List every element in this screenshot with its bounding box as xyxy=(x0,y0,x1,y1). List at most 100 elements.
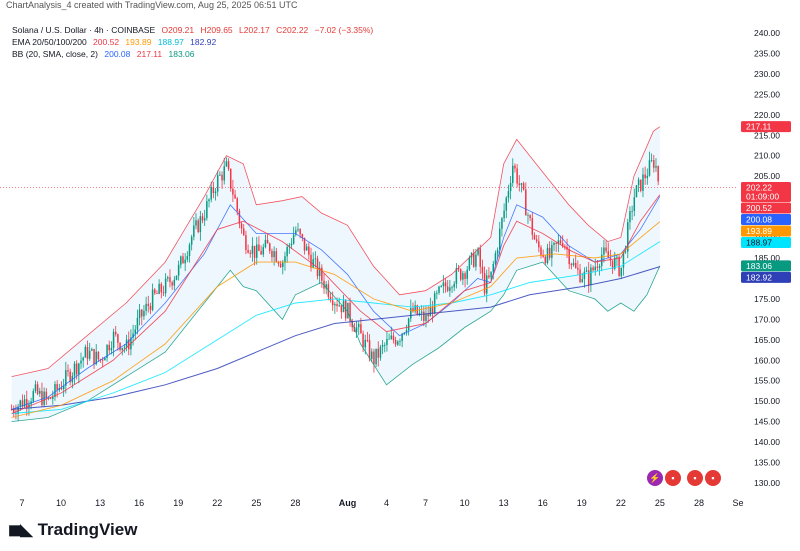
candle-body xyxy=(62,385,65,390)
candle-body xyxy=(325,284,327,289)
ema50-value: 193.89 xyxy=(125,37,152,47)
candle-body xyxy=(210,187,212,200)
candle-body xyxy=(36,384,39,394)
candle-body xyxy=(349,302,351,322)
candle-body xyxy=(483,273,486,294)
y-tick-label: 235.00 xyxy=(754,48,780,58)
candle-body xyxy=(197,220,199,233)
indicator-lines xyxy=(11,126,661,422)
candle-body xyxy=(581,279,583,282)
logo-text: TradingView xyxy=(37,520,138,539)
candle-body xyxy=(464,273,466,279)
ema200-line xyxy=(11,266,661,410)
candle-body xyxy=(522,183,525,190)
candle-body xyxy=(86,346,89,359)
candle-body xyxy=(535,239,538,242)
candle-body xyxy=(223,166,225,181)
flag-event-icon-3[interactable]: ▪ xyxy=(705,470,721,486)
time-axis[interactable]: 7 10 13 16 19 22 25 28 Aug 4 7 10 13 16 19 22 25 28 Se xyxy=(19,498,743,508)
candle-body xyxy=(557,240,560,244)
candle-body xyxy=(288,245,291,247)
price-label-bg xyxy=(741,271,791,283)
candle-body xyxy=(303,237,306,251)
candle-body xyxy=(446,286,449,291)
flag-event-icon-1[interactable]: ▪ xyxy=(665,470,681,486)
candle-body xyxy=(271,250,273,258)
x-tick-label: 28 xyxy=(290,498,300,508)
price-label-text: 217.11 xyxy=(746,122,772,132)
candle-body xyxy=(45,391,48,399)
candle-body xyxy=(229,168,232,189)
ema50-line xyxy=(11,221,661,418)
candle-body xyxy=(598,266,601,268)
candle-body xyxy=(379,346,382,358)
tradingview-logo-icon: ◼◣ xyxy=(8,522,33,539)
candle-body xyxy=(397,341,399,345)
candle-body xyxy=(355,327,358,332)
candle-body xyxy=(516,168,518,184)
candle-body xyxy=(442,282,445,287)
lightning-event-icon[interactable]: ⚡ xyxy=(647,470,663,486)
symbol-name[interactable]: Solana / U.S. Dollar · 4h · COINBASE xyxy=(12,25,156,35)
candle-body xyxy=(514,165,516,169)
candle-body xyxy=(60,387,63,390)
y-tick-label: 140.00 xyxy=(754,437,780,447)
candle-body xyxy=(136,317,139,330)
ema20-line xyxy=(11,194,661,414)
y-tick-label: 205.00 xyxy=(754,171,780,181)
candle-body xyxy=(485,275,488,294)
candles xyxy=(10,151,659,422)
candle-body xyxy=(112,331,115,349)
candle-body xyxy=(564,245,566,247)
y-tick-label: 225.00 xyxy=(754,89,780,99)
candle-body xyxy=(275,251,278,263)
candle-body xyxy=(292,234,295,244)
x-tick-label: 22 xyxy=(616,498,626,508)
candle-body xyxy=(167,277,169,279)
candle-body xyxy=(121,347,123,350)
candle-body xyxy=(249,252,252,254)
price-label-bg xyxy=(741,202,791,214)
candle-body xyxy=(635,185,638,198)
price-axis[interactable]: 240.00 235.00 230.00 225.00 220.00 215.00 210.… xyxy=(754,28,780,488)
tradingview-logo[interactable]: ◼◣ TradingView xyxy=(8,520,137,540)
price-label-bg xyxy=(741,260,791,272)
candle-body xyxy=(410,308,412,319)
candle-body xyxy=(551,244,553,258)
candle-body xyxy=(258,244,260,251)
candle-body xyxy=(232,188,234,195)
legend-bb-row[interactable]: BB (20, SMA, close, 2) 200.08 217.11 183… xyxy=(12,48,377,60)
candle-body xyxy=(438,286,440,293)
price-label-countdown: 01:09:00 xyxy=(746,192,779,202)
candle-body xyxy=(114,331,117,335)
candle-body xyxy=(264,239,267,248)
candle-body xyxy=(390,335,393,339)
candle-body xyxy=(366,339,369,341)
y-tick-label: 240.00 xyxy=(754,28,780,38)
candle-body xyxy=(84,346,87,358)
y-tick-label: 220.00 xyxy=(754,110,780,120)
candle-body xyxy=(245,235,247,251)
candle-body xyxy=(23,399,26,407)
candle-body xyxy=(247,250,249,253)
candle-body xyxy=(88,350,91,359)
candle-body xyxy=(279,263,282,268)
candle-body xyxy=(509,182,512,192)
legend-ema-row[interactable]: EMA 20/50/100/200 200.52 193.89 188.97 1… xyxy=(12,36,377,48)
candle-body xyxy=(78,363,80,375)
candle-body xyxy=(496,250,499,254)
candle-body xyxy=(614,257,616,269)
price-label-bg xyxy=(741,237,791,249)
candle-body xyxy=(622,251,625,268)
candle-body xyxy=(138,309,141,318)
flag-event-icon-2[interactable]: ▪ xyxy=(687,470,703,486)
candle-body xyxy=(251,245,254,254)
candle-body xyxy=(82,357,84,361)
candle-body xyxy=(512,165,514,183)
price-label-bg xyxy=(741,121,791,133)
close-value: C202.22 xyxy=(276,25,309,35)
candle-body xyxy=(141,309,143,317)
candle-body xyxy=(164,278,167,294)
candle-body xyxy=(175,275,178,280)
